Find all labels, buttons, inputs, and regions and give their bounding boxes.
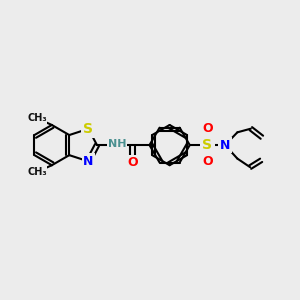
Text: O: O [202,155,213,168]
Text: CH₃: CH₃ [27,113,47,123]
Text: O: O [202,122,213,135]
Text: NH: NH [108,139,126,148]
Text: N: N [83,155,94,168]
Text: S: S [83,122,93,136]
Text: O: O [127,156,138,169]
Text: CH₃: CH₃ [27,167,47,177]
Text: S: S [202,138,212,152]
Text: N: N [220,139,230,152]
